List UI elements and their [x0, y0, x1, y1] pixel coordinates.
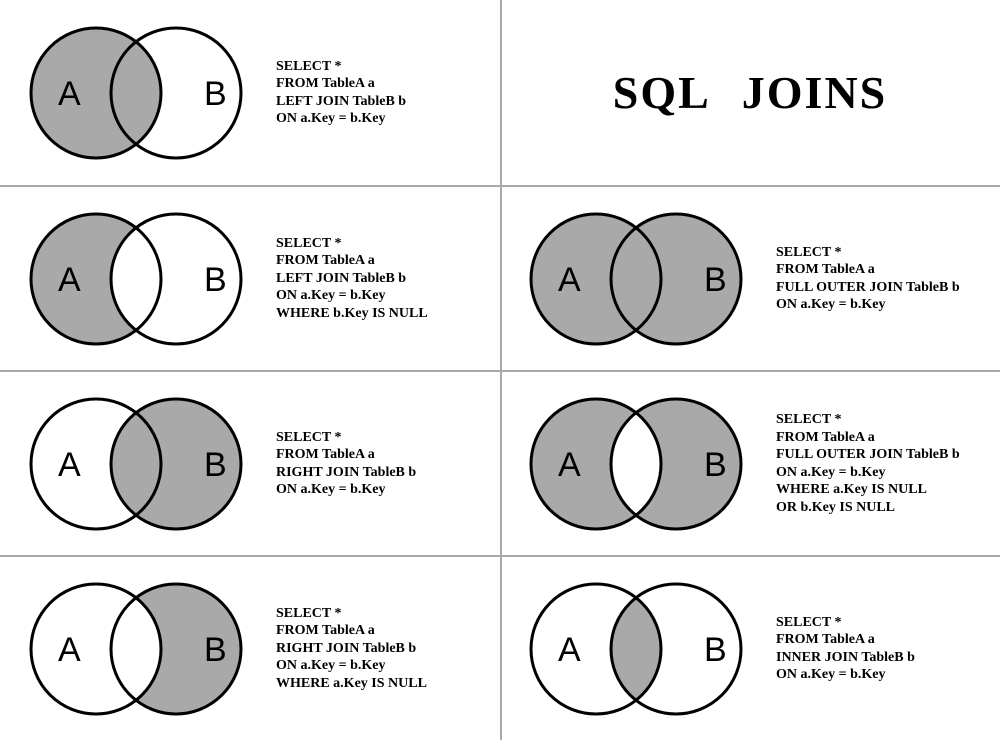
- svg-text:A: A: [58, 261, 81, 299]
- code-right-join-excl: SELECT * FROM TableA a RIGHT JOIN TableB…: [266, 605, 427, 693]
- svg-text:A: A: [58, 446, 81, 484]
- svg-text:A: A: [558, 261, 581, 299]
- svg-text:A: A: [558, 631, 581, 669]
- cell-right-join-excl: A B SELECT * FROM TableA a RIGHT JOIN Ta…: [0, 555, 500, 740]
- code-inner-join: SELECT * FROM TableA a INNER JOIN TableB…: [766, 614, 915, 684]
- code-left-join-excl: SELECT * FROM TableA a LEFT JOIN TableB …: [266, 235, 428, 323]
- cell-left-join-excl: A B SELECT * FROM TableA a LEFT JOIN Tab…: [0, 185, 500, 370]
- svg-text:B: B: [204, 631, 227, 669]
- code-full-outer: SELECT * FROM TableA a FULL OUTER JOIN T…: [766, 244, 960, 314]
- venn-left-join: A B: [6, 3, 266, 183]
- code-left-join: SELECT * FROM TableA a LEFT JOIN TableB …: [266, 58, 406, 128]
- code-full-outer-excl: SELECT * FROM TableA a FULL OUTER JOIN T…: [766, 411, 960, 516]
- svg-text:B: B: [704, 631, 727, 669]
- venn-inner-join: A B: [506, 559, 766, 739]
- cell-left-join: A B SELECT * FROM TableA a LEFT JOIN Tab…: [0, 0, 500, 185]
- title-cell: SQL JOINS: [500, 0, 1000, 185]
- cell-full-outer-excl: A B SELECT * FROM TableA a FULL OUTER JO…: [500, 370, 1000, 555]
- svg-text:B: B: [704, 261, 727, 299]
- svg-text:B: B: [204, 75, 227, 113]
- page-title: SQL JOINS: [613, 66, 888, 119]
- cell-right-join: A B SELECT * FROM TableA a RIGHT JOIN Ta…: [0, 370, 500, 555]
- venn-full-outer: A B: [506, 189, 766, 369]
- svg-text:A: A: [58, 75, 81, 113]
- venn-right-join: A B: [6, 374, 266, 554]
- venn-full-outer-excl: A B: [506, 374, 766, 554]
- svg-text:A: A: [558, 446, 581, 484]
- cell-inner-join: A B SELECT * FROM TableA a INNER JOIN Ta…: [500, 555, 1000, 740]
- code-right-join: SELECT * FROM TableA a RIGHT JOIN TableB…: [266, 429, 416, 499]
- svg-text:B: B: [204, 261, 227, 299]
- venn-left-join-excl: A B: [6, 189, 266, 369]
- vertical-divider: [500, 0, 502, 740]
- cell-full-outer: A B SELECT * FROM TableA a FULL OUTER JO…: [500, 185, 1000, 370]
- svg-text:B: B: [204, 446, 227, 484]
- venn-right-join-excl: A B: [6, 559, 266, 739]
- svg-text:B: B: [704, 446, 727, 484]
- svg-text:A: A: [58, 631, 81, 669]
